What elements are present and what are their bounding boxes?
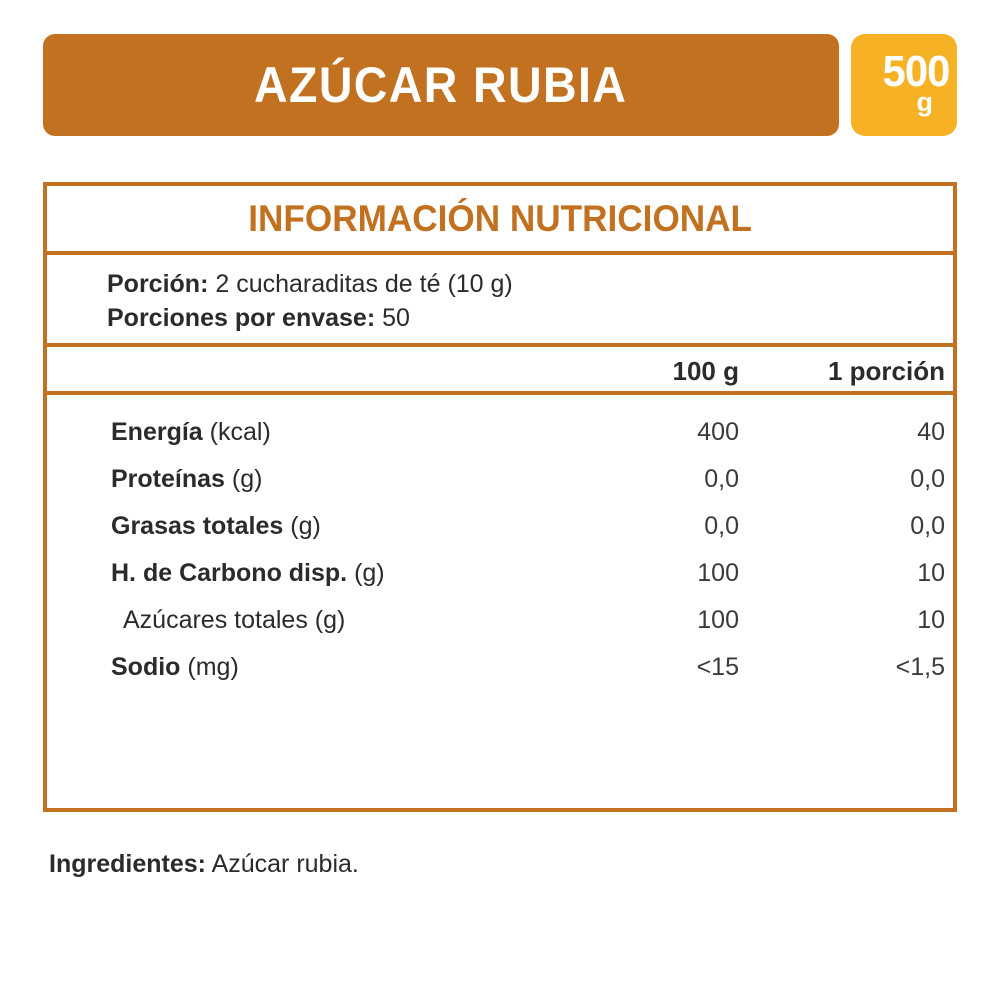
nutrient-value-per-100g: 0,0	[704, 512, 739, 540]
nutrient-unit: (mg)	[187, 653, 239, 681]
table-row: Sodio (mg) <15 <1,5	[47, 644, 953, 691]
net-weight-badge: 500 g	[851, 34, 957, 136]
nutrient-name: Energía	[111, 418, 203, 446]
nutrient-unit: (g)	[290, 512, 321, 540]
table-row: Proteínas (g) 0,0 0,0	[47, 456, 953, 503]
ingredients-label: Ingredientes:	[49, 850, 206, 878]
nutrition-facts-panel: INFORMACIÓN NUTRICIONAL Porción: 2 cucha…	[43, 182, 957, 812]
table-row: H. de Carbono disp. (g) 100 10	[47, 550, 953, 597]
table-row: Grasas totales (g) 0,0 0,0	[47, 503, 953, 550]
nutrient-value-per-100g: 0,0	[704, 465, 739, 493]
nutrient-unit: (kcal)	[209, 418, 271, 446]
nutrient-value-per-100g: 100	[697, 559, 739, 587]
servings-label: Porciones por envase:	[107, 304, 376, 332]
product-header: AZÚCAR RUBIA 500 g	[43, 34, 957, 136]
table-row: Energía (kcal) 400 40	[47, 409, 953, 456]
nutrition-heading: INFORMACIÓN NUTRICIONAL	[47, 186, 953, 255]
nutrient-value-per-portion: 0,0	[910, 512, 945, 540]
nutrient-name: H. de Carbono disp.	[111, 559, 348, 587]
nutrient-label: Sodio (mg)	[111, 644, 239, 691]
nutrient-label: H. de Carbono disp. (g)	[111, 550, 385, 597]
nutrient-label: Energía (kcal)	[111, 409, 271, 456]
nutrient-value-per-portion: 10	[917, 559, 945, 587]
column-header-per-portion: 1 porción	[827, 356, 945, 386]
nutrient-label: Proteínas (g)	[111, 456, 262, 503]
nutrient-value-per-100g: 400	[697, 418, 739, 446]
net-weight-unit: g	[916, 87, 934, 118]
nutrient-unit: (g)	[231, 465, 263, 493]
servings-value: 50	[382, 304, 410, 332]
nutrition-heading-text: INFORMACIÓN NUTRICIONAL	[248, 197, 752, 239]
nutrition-column-headers: 100 g 1 porción	[47, 347, 953, 395]
nutrient-name: Azúcares totales	[123, 606, 308, 634]
ingredients-value: Azúcar rubia.	[211, 850, 359, 878]
column-header-per-100g: 100 g	[672, 356, 740, 386]
portion-label: Porción:	[107, 270, 209, 298]
nutrient-label: Azúcares totales (g)	[123, 597, 345, 644]
net-weight-value: 500	[882, 46, 950, 96]
nutrient-value-per-portion: 0,0	[910, 465, 945, 493]
nutrient-name: Proteínas	[111, 465, 225, 493]
nutrient-value-per-100g: <15	[696, 653, 739, 681]
nutrient-name: Grasas totales	[111, 512, 284, 540]
portion-line: Porción: 2 cucharaditas de té (10 g)	[107, 267, 953, 301]
table-row: Azúcares totales (g) 100 10	[47, 597, 953, 644]
nutrient-unit: (g)	[314, 606, 346, 634]
serving-info: Porción: 2 cucharaditas de té (10 g) Por…	[47, 255, 953, 347]
nutrient-value-per-100g: 100	[697, 606, 739, 634]
nutrient-label: Grasas totales (g)	[111, 503, 321, 550]
portion-value: 2 cucharaditas de té (10 g)	[215, 270, 513, 298]
nutrient-rows: Energía (kcal) 400 40 Proteínas (g) 0,0 …	[47, 395, 953, 691]
nutrient-value-per-portion: <1,5	[895, 653, 945, 681]
nutrient-unit: (g)	[354, 559, 385, 587]
product-name-banner: AZÚCAR RUBIA	[43, 34, 839, 136]
ingredients-line: Ingredientes: Azúcar rubia.	[49, 850, 359, 879]
nutrient-value-per-portion: 10	[917, 606, 945, 634]
servings-per-container-line: Porciones por envase: 50	[107, 301, 953, 335]
nutrient-value-per-portion: 40	[917, 418, 945, 446]
nutrient-name: Sodio	[111, 653, 181, 681]
product-title: AZÚCAR RUBIA	[254, 57, 628, 113]
